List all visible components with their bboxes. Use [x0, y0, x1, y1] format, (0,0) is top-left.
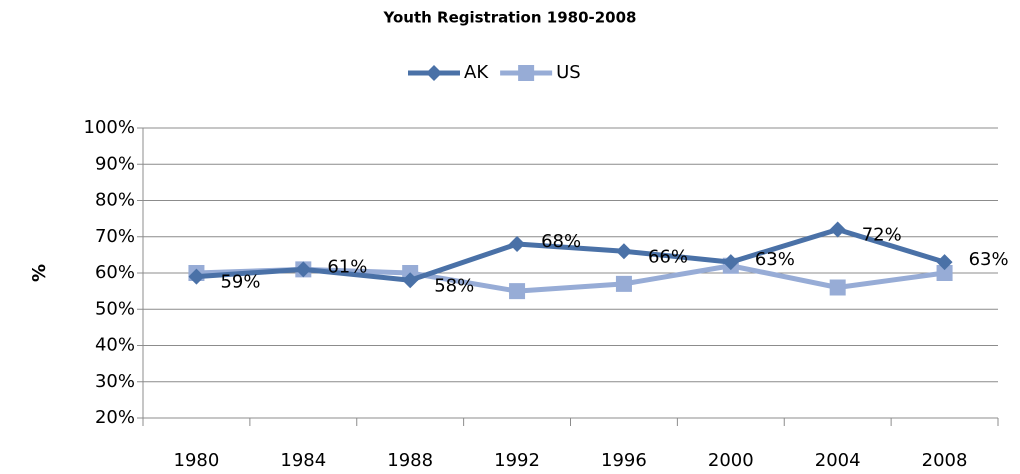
- marker: [615, 243, 632, 260]
- x-tick-label: 1996: [601, 450, 647, 471]
- x-tick-label: 1980: [174, 450, 220, 471]
- y-axis-title: %: [29, 264, 50, 282]
- y-tick-label: 50%: [95, 298, 135, 319]
- data-label: 63%: [969, 249, 1009, 270]
- x-tick-label: 1984: [280, 450, 326, 471]
- marker: [509, 236, 526, 252]
- x-tick-label: 2008: [922, 450, 968, 471]
- marker: [426, 65, 442, 81]
- y-tick-label: 80%: [95, 190, 135, 211]
- marker: [295, 261, 312, 278]
- y-tick-label: 40%: [95, 335, 135, 356]
- y-tick-label: 100%: [84, 117, 135, 138]
- marker: [509, 283, 526, 300]
- marker: [188, 268, 205, 285]
- data-label: 72%: [862, 225, 902, 246]
- marker: [402, 272, 419, 289]
- data-label: 59%: [220, 272, 260, 293]
- y-tick-label: 20%: [95, 407, 135, 428]
- legend-label: AK: [464, 62, 489, 83]
- data-label: 58%: [434, 275, 474, 296]
- legend-label: US: [556, 62, 581, 83]
- marker: [936, 254, 953, 271]
- x-tick-label: 2004: [815, 450, 861, 471]
- data-label: 68%: [541, 231, 581, 252]
- data-label: 66%: [648, 246, 688, 267]
- y-tick-label: 60%: [95, 262, 135, 283]
- x-tick-label: 2000: [708, 450, 754, 471]
- marker: [829, 279, 846, 296]
- marker: [936, 265, 953, 281]
- chart-title: Youth Registration 1980-2008: [382, 9, 636, 27]
- y-tick-label: 30%: [95, 371, 135, 392]
- data-label: 63%: [755, 249, 795, 270]
- y-tick-label: 90%: [95, 153, 135, 174]
- data-label: 61%: [327, 256, 367, 277]
- marker: [722, 254, 739, 271]
- marker: [829, 221, 846, 238]
- series-line: [196, 227, 946, 283]
- marker: [518, 65, 535, 81]
- marker: [615, 275, 632, 292]
- y-tick-label: 70%: [95, 226, 135, 247]
- x-tick-label: 1992: [494, 450, 540, 471]
- x-tick-label: 1988: [387, 450, 433, 471]
